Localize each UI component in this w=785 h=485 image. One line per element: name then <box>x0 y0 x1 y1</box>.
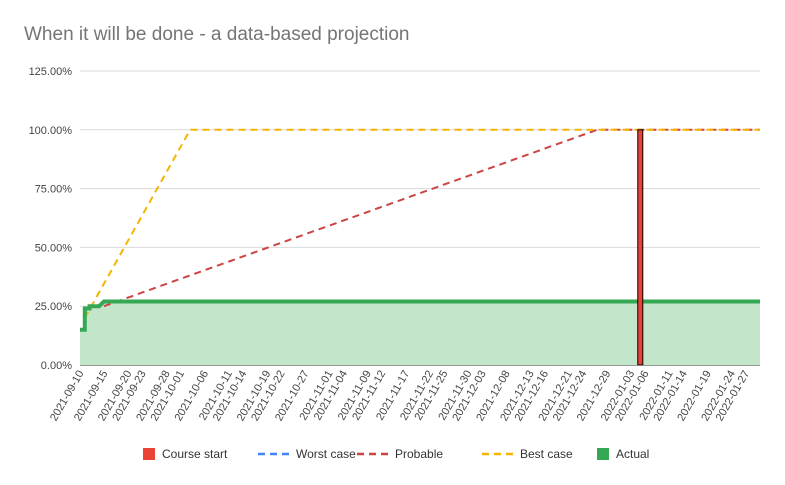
y-tick-label: 75.00% <box>35 184 73 196</box>
legend-swatch-actual <box>597 448 609 460</box>
legend-label-actual: Actual <box>616 447 649 461</box>
bar-course-start <box>637 129 644 366</box>
series-line-best-case <box>83 128 760 319</box>
series-area-actual <box>80 301 760 365</box>
y-tick-label: 25.00% <box>35 301 73 313</box>
chart-title: When it will be done - a data-based proj… <box>24 24 410 45</box>
series-line-probable <box>103 128 760 308</box>
legend-label-course-start: Course start <box>162 447 228 461</box>
y-tick-label: 50.00% <box>35 242 73 254</box>
legend-label-best-case: Best case <box>520 447 573 461</box>
legend-label-probable: Probable <box>395 447 443 461</box>
legend-swatch-course-start <box>143 448 155 460</box>
y-tick-label: 0.00% <box>41 360 72 372</box>
series-line-actual <box>80 299 760 332</box>
y-tick-label: 125.00% <box>29 66 73 78</box>
y-tick-label: 100.00% <box>29 125 73 137</box>
legend-label-worst-case: Worst case <box>296 447 356 461</box>
